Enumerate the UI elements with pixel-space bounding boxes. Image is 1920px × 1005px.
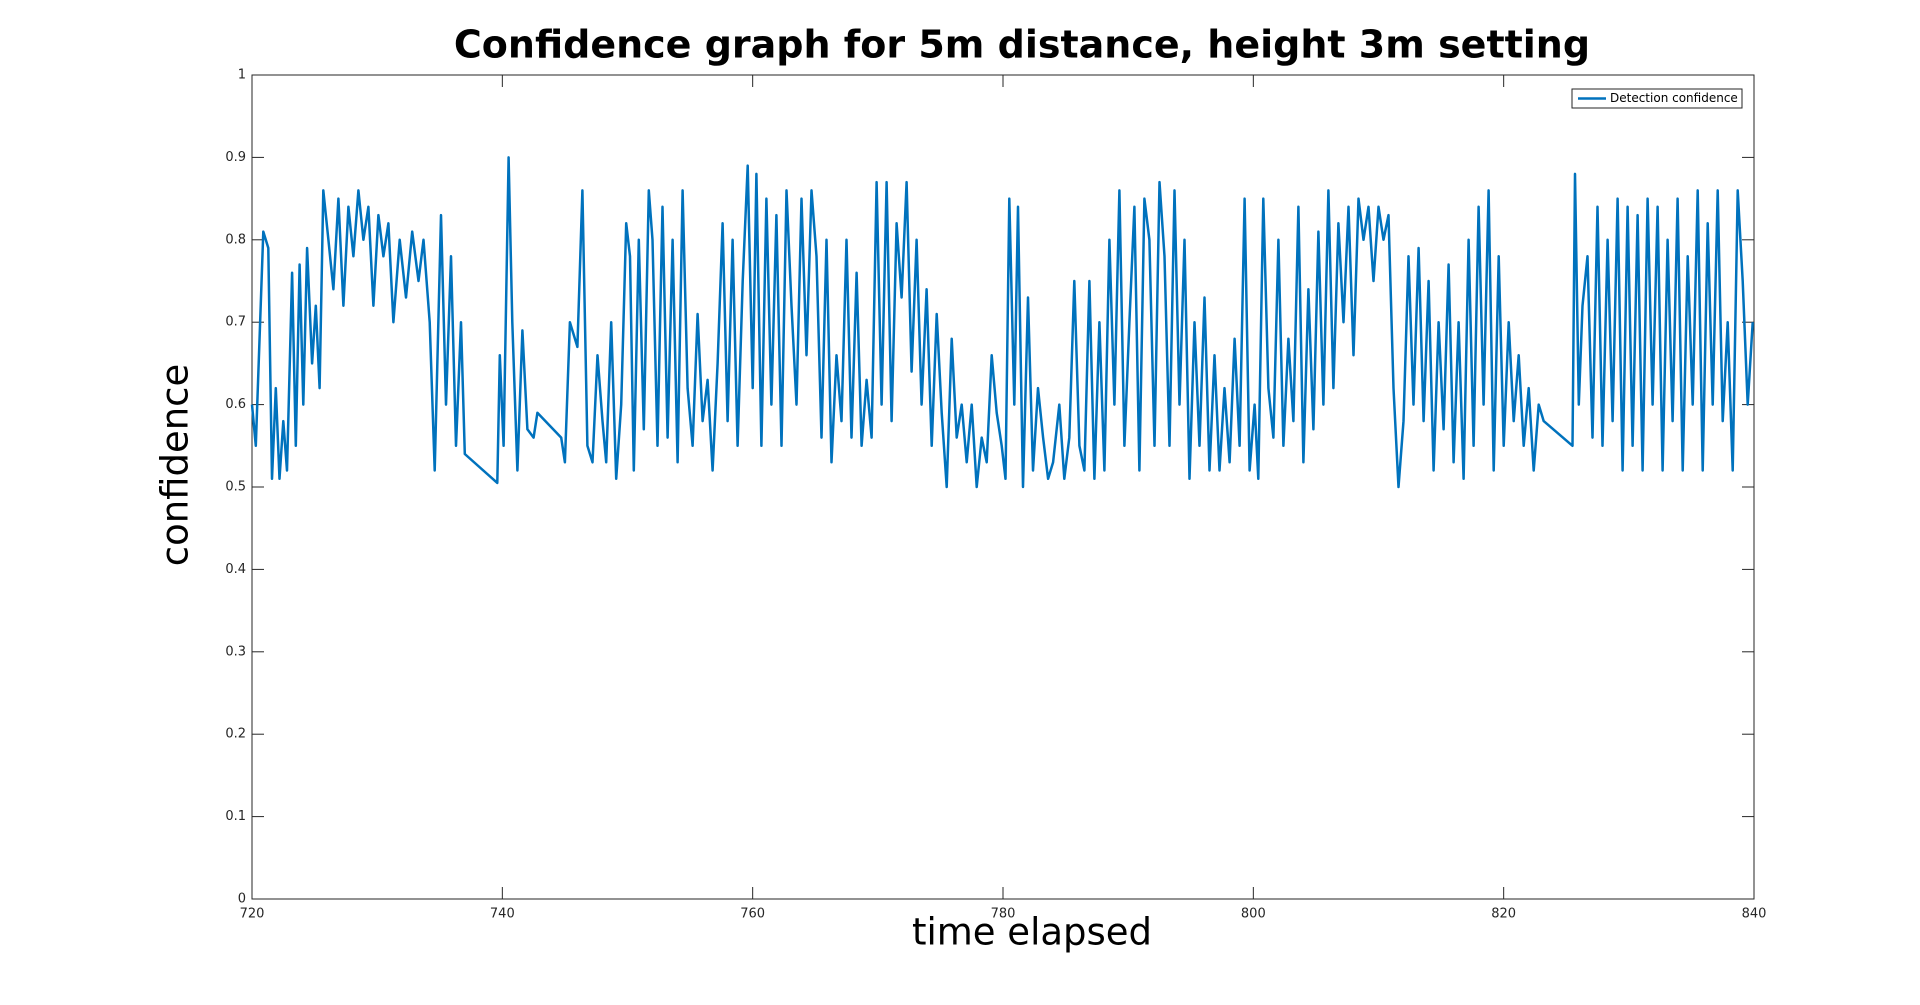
x-tick-label: 760: [740, 907, 765, 922]
y-tick-label: 0.6: [225, 397, 246, 412]
plot-area: [251, 74, 1755, 900]
x-tick-label: 840: [1742, 907, 1767, 922]
y-tick-label: 0.3: [225, 644, 246, 659]
y-tick-label: 0.9: [225, 150, 246, 165]
x-tick-label: 740: [490, 907, 515, 922]
y-axis-label: confidence: [154, 364, 197, 567]
y-tick-label: 0.8: [225, 232, 246, 247]
x-tick-label: 800: [1241, 907, 1266, 922]
y-tick-label: 1: [238, 68, 246, 83]
data-line: [250, 156, 1754, 489]
x-tick-label: 720: [240, 907, 265, 922]
y-tick-label: 0.5: [225, 480, 246, 495]
legend-label: Detection confidence: [1610, 91, 1738, 105]
legend-box: [1571, 88, 1743, 109]
y-tick-label: 0.1: [225, 809, 246, 824]
y-tick-label: 0.4: [225, 562, 246, 577]
y-tick-label: 0: [238, 892, 246, 907]
x-axis-label: time elapsed: [912, 911, 1152, 954]
x-tick-label: 780: [991, 907, 1016, 922]
x-tick-label: 820: [1491, 907, 1516, 922]
y-tick-label: 0.7: [225, 315, 246, 330]
chart-title: Confidence graph for 5m distance, height…: [454, 23, 1590, 67]
y-tick-label: 0.2: [225, 727, 246, 742]
